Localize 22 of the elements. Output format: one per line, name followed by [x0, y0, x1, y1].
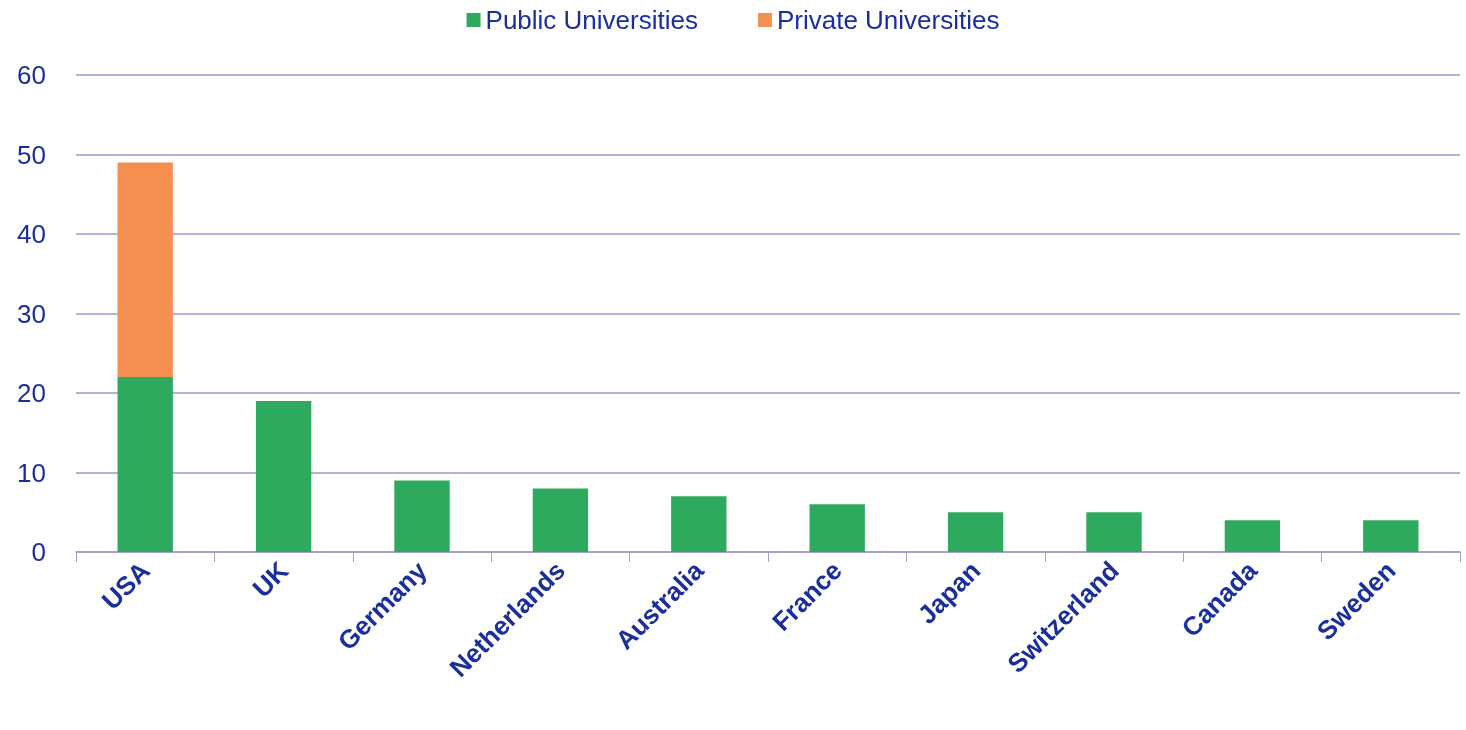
- y-tick-label: 20: [17, 378, 46, 408]
- y-tick-label: 10: [17, 457, 46, 488]
- x-tick-label: USA: [95, 555, 156, 616]
- bar: [1363, 520, 1419, 552]
- bar: [117, 377, 173, 552]
- bar: [394, 480, 450, 552]
- bar: [809, 504, 865, 552]
- bar: [671, 496, 727, 552]
- bar: [1224, 520, 1281, 552]
- bar: [255, 400, 312, 552]
- bar: [532, 488, 589, 552]
- legend-label: Private Universities: [776, 5, 1000, 35]
- y-tick-label: 60: [17, 60, 46, 90]
- y-tick-label: 0: [31, 537, 46, 567]
- bar: [1086, 512, 1142, 552]
- y-tick-label: 40: [17, 219, 46, 249]
- y-tick-label: 30: [17, 298, 46, 329]
- legend-label: Public Universities: [485, 5, 698, 35]
- y-tick-label: 50: [17, 139, 46, 170]
- x-tick-label: UK: [246, 555, 295, 604]
- bar: [117, 162, 173, 378]
- bar: [947, 512, 1004, 552]
